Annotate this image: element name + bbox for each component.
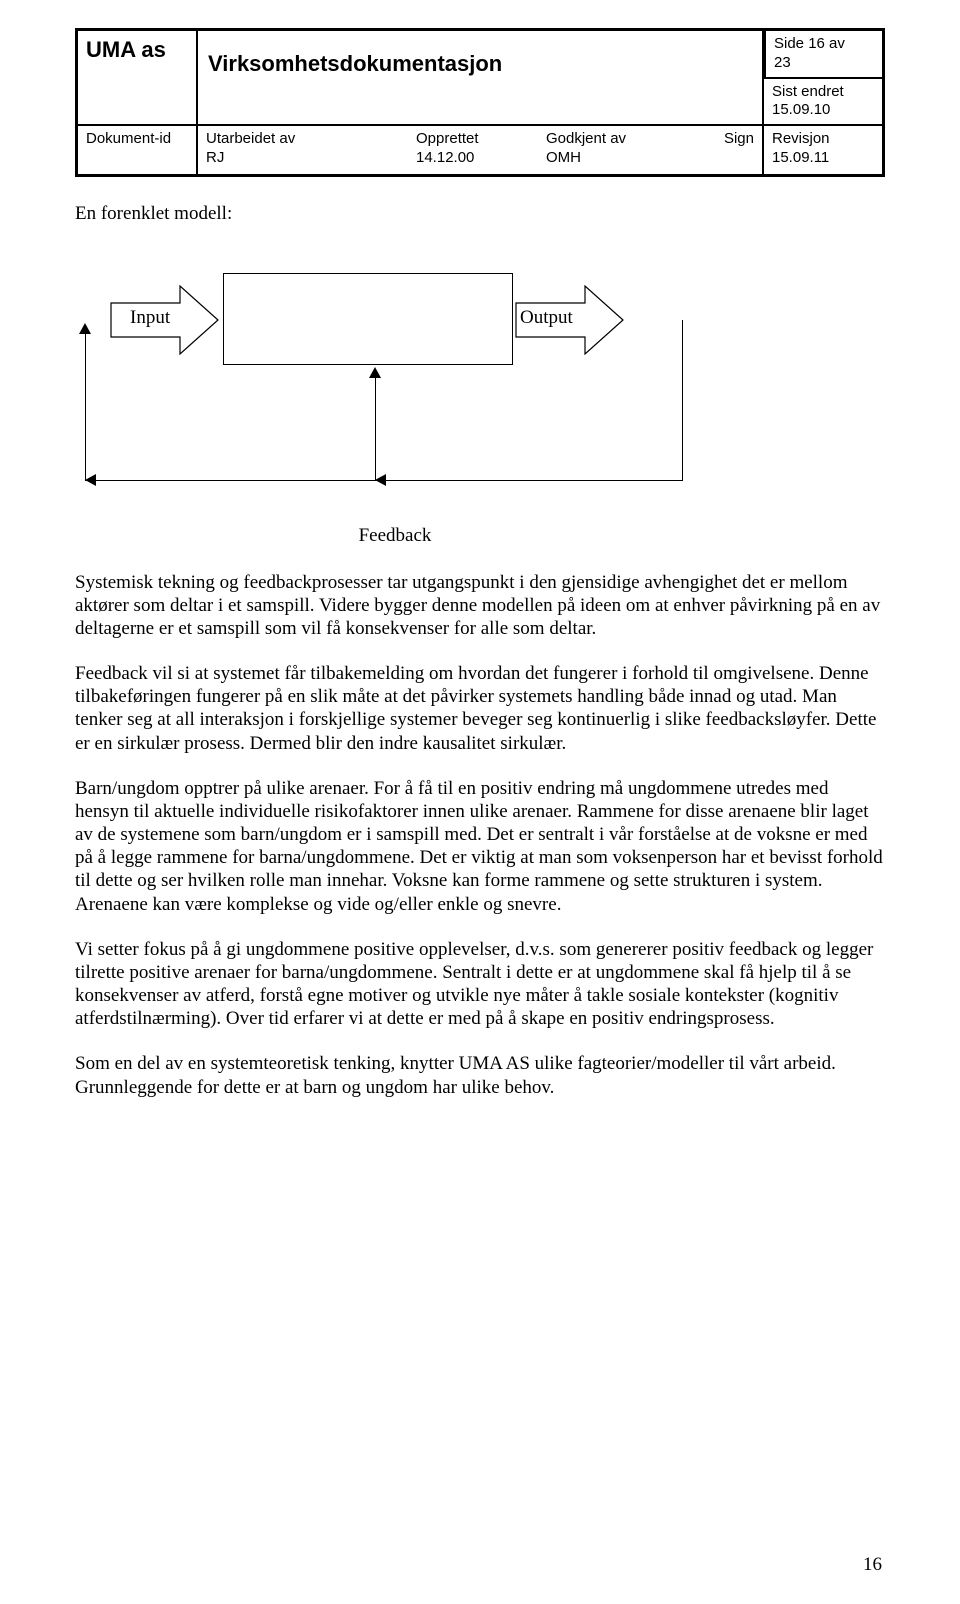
arrowhead-icon [85, 474, 96, 486]
approved-value: OMH [546, 149, 581, 166]
revision-cell: Revisjon 15.09.11 [762, 124, 882, 174]
author-cell: Utarbeidet av RJ [198, 124, 408, 174]
feedback-line [682, 320, 683, 480]
paragraph: Systemisk tekning og feedbackprosesser t… [75, 571, 885, 641]
rev-label: Revisjon [772, 130, 830, 147]
company-name: UMA as [78, 31, 198, 124]
page-info: Side 16 av 23 [764, 31, 884, 79]
page-total: 23 [774, 54, 791, 71]
created-cell: Opprettet 14.12.00 [408, 124, 538, 174]
feedback-label: Feedback [295, 525, 495, 547]
paragraph: Feedback vil si at systemet får tilbakem… [75, 662, 885, 755]
process-box [223, 273, 513, 365]
output-label: Output [520, 307, 573, 329]
document-header: UMA as Virksomhetsdokumentasjon Side 16 … [75, 28, 885, 177]
doc-title: Virksomhetsdokumentasjon [198, 31, 762, 124]
rev-value: 15.09.11 [772, 149, 829, 166]
paragraph: Barn/ungdom opptrer på ulike arenaer. Fo… [75, 777, 885, 916]
author-value: RJ [206, 149, 224, 166]
approved-cell: Godkjent av OMH [538, 124, 668, 174]
author-label: Utarbeidet av [206, 130, 295, 147]
arrowhead-icon [79, 323, 91, 334]
last-changed: Sist endret 15.09.10 [764, 79, 882, 125]
sign-label: Sign [724, 130, 754, 147]
paragraph: Som en del av en systemteoretisk tenking… [75, 1052, 885, 1098]
docid-label: Dokument-id [86, 130, 171, 147]
sign-cell: Sign [668, 124, 762, 174]
input-label: Input [130, 307, 170, 329]
endret-label: Sist endret [772, 83, 844, 100]
approved-label: Godkjent av [546, 130, 626, 147]
endret-date: 15.09.10 [772, 101, 830, 118]
docid-cell: Dokument-id [78, 124, 198, 174]
created-label: Opprettet [416, 130, 479, 147]
arrowhead-icon [369, 367, 381, 378]
intro-text: En forenklet modell: [75, 203, 885, 225]
arrowhead-icon [375, 474, 386, 486]
feedback-line [375, 377, 376, 481]
page-label: Side 16 av [774, 35, 845, 52]
feedback-diagram: Input Output [75, 255, 885, 515]
feedback-line [85, 333, 86, 481]
paragraph: Vi setter fokus på å gi ungdommene posit… [75, 938, 885, 1031]
created-value: 14.12.00 [416, 149, 474, 166]
page-number: 16 [863, 1554, 882, 1576]
